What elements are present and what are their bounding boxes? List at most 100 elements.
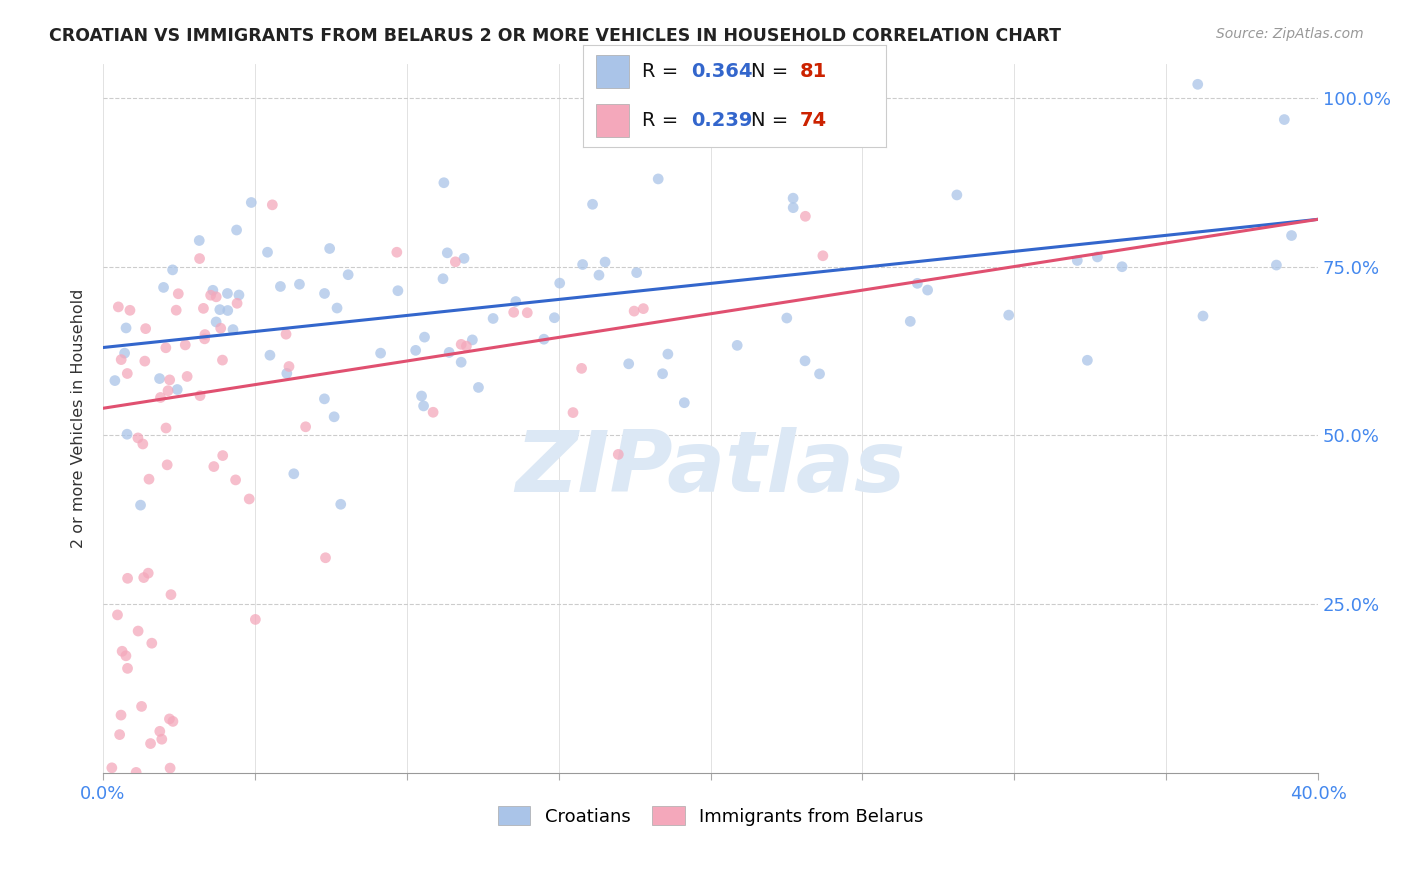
Point: [107, 607, 129, 622]
Point: [138, 472, 160, 486]
Point: [411, 389, 433, 403]
Point: [194, 332, 217, 346]
Point: [1076, 353, 1098, 368]
Point: [467, 380, 489, 394]
Point: [593, 255, 616, 269]
Point: [782, 191, 804, 205]
Point: [1272, 112, 1295, 127]
Point: [571, 361, 593, 376]
Point: [155, 421, 177, 435]
Point: [205, 290, 228, 304]
Point: [326, 301, 349, 315]
Point: [548, 276, 571, 290]
Point: [1066, 253, 1088, 268]
Point: [136, 566, 159, 581]
Point: [208, 302, 231, 317]
Point: [217, 303, 239, 318]
Point: [159, 712, 181, 726]
Point: [405, 343, 427, 358]
Point: [240, 195, 263, 210]
Point: [129, 498, 152, 512]
Point: [150, 732, 173, 747]
Point: [1265, 258, 1288, 272]
Point: [217, 286, 239, 301]
Point: [131, 699, 153, 714]
Point: [115, 427, 138, 442]
Point: [1087, 250, 1109, 264]
Point: [437, 345, 460, 359]
Point: [228, 288, 250, 302]
Point: [433, 176, 456, 190]
Point: [156, 458, 179, 472]
Point: [165, 303, 187, 318]
Point: [262, 198, 284, 212]
Point: [200, 288, 222, 302]
Point: [141, 636, 163, 650]
Point: [997, 308, 1019, 322]
Point: [176, 369, 198, 384]
Point: [651, 367, 673, 381]
Point: [450, 337, 472, 351]
Text: N =: N =: [751, 111, 794, 130]
Point: [370, 346, 392, 360]
Point: [1192, 309, 1215, 323]
Bar: [596, 55, 628, 87]
Point: [149, 724, 172, 739]
Point: [917, 283, 939, 297]
Point: [259, 348, 281, 362]
Point: [436, 245, 458, 260]
Point: [337, 268, 360, 282]
Point: [188, 234, 211, 248]
Point: [776, 311, 799, 326]
Point: [432, 271, 454, 285]
Point: [194, 327, 217, 342]
Text: CROATIAN VS IMMIGRANTS FROM BELARUS 2 OR MORE VEHICLES IN HOUSEHOLD CORRELATION : CROATIAN VS IMMIGRANTS FROM BELARUS 2 OR…: [49, 27, 1062, 45]
Text: ZIPatlas: ZIPatlas: [516, 426, 905, 509]
Point: [782, 201, 804, 215]
Point: [211, 353, 233, 368]
Point: [329, 497, 352, 511]
Point: [110, 352, 132, 367]
Point: [162, 714, 184, 729]
Point: [108, 728, 131, 742]
Point: [188, 389, 211, 403]
Point: [456, 339, 478, 353]
Point: [323, 409, 346, 424]
Bar: [596, 104, 628, 137]
Point: [607, 447, 630, 461]
Point: [132, 437, 155, 451]
Point: [387, 284, 409, 298]
Point: [314, 286, 336, 301]
Point: [159, 761, 181, 775]
Point: [115, 321, 138, 335]
Point: [127, 431, 149, 445]
Point: [533, 332, 555, 346]
Y-axis label: 2 or more Vehicles in Household: 2 or more Vehicles in Household: [72, 289, 86, 548]
Point: [157, 384, 180, 398]
Point: [269, 279, 291, 293]
Point: [453, 252, 475, 266]
Point: [318, 242, 340, 256]
Point: [118, 303, 141, 318]
Point: [626, 266, 648, 280]
Point: [162, 263, 184, 277]
Point: [461, 333, 484, 347]
Point: [226, 296, 249, 310]
Point: [117, 367, 139, 381]
Point: [794, 209, 817, 223]
Point: [225, 223, 247, 237]
Point: [808, 367, 831, 381]
Point: [581, 197, 603, 211]
Point: [314, 392, 336, 406]
Point: [505, 294, 527, 309]
Point: [155, 341, 177, 355]
Text: N =: N =: [751, 62, 794, 81]
Point: [193, 301, 215, 316]
Point: [1111, 260, 1133, 274]
Point: [202, 459, 225, 474]
Point: [502, 305, 524, 319]
Point: [562, 406, 585, 420]
Point: [725, 338, 748, 352]
Point: [101, 761, 124, 775]
Point: [245, 612, 267, 626]
